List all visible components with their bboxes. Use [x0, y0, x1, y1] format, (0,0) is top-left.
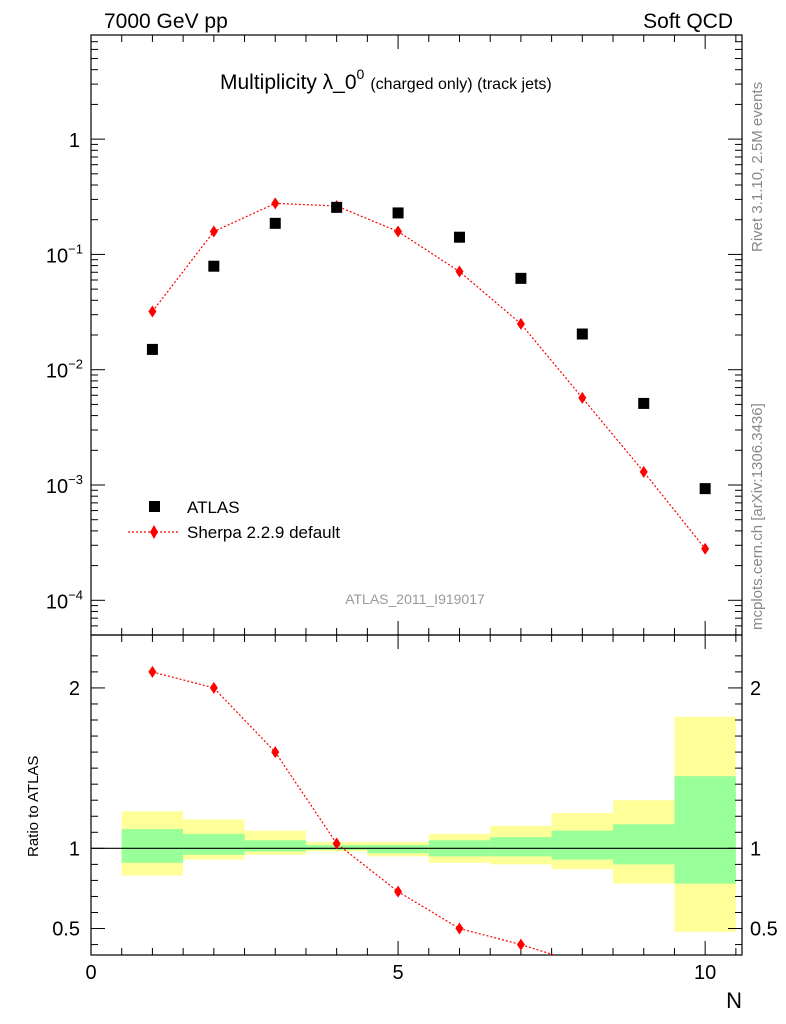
data-point	[269, 217, 281, 229]
x-tick-label: 0	[85, 962, 96, 984]
x-tick-label: 5	[393, 962, 404, 984]
y-tick-label: 10−4	[46, 587, 83, 613]
mc-point	[148, 305, 157, 318]
mc-ratio-line	[152, 671, 557, 955]
chart-title-main: Multiplicity λ_0	[220, 71, 357, 94]
ratio-y-tick-label-right: 1	[750, 838, 761, 860]
mc-ratio-point	[394, 885, 403, 898]
y-tick-label: 10−1	[46, 241, 83, 267]
x-axis-label: N	[726, 988, 742, 1013]
ratio-band-inner	[121, 829, 184, 863]
mc-point	[578, 391, 587, 404]
legend-data-marker	[149, 501, 160, 512]
ratio-band-inner	[244, 840, 306, 852]
mc-ratio-point	[271, 746, 280, 759]
ratio-band-inner	[613, 824, 675, 865]
mc-point	[455, 265, 464, 278]
ratio-axis-ticks	[90, 635, 742, 955]
rivet-label: Rivet 3.1.10, 2.5M events	[749, 82, 766, 252]
data-point	[146, 343, 158, 355]
chart-title: Multiplicity λ_00 (charged only) (track j…	[220, 66, 552, 94]
ratio-band-inner	[551, 830, 614, 860]
data-series-main	[146, 201, 711, 495]
ratio-band-inner	[490, 837, 552, 857]
mc-ratio-point	[209, 681, 218, 694]
mcplots-label: mcplots.cern.ch [arXiv:1306.3436]	[749, 403, 766, 630]
data-point	[638, 397, 650, 409]
header-right: Soft QCD	[643, 10, 733, 33]
data-point	[392, 207, 404, 219]
mc-point	[701, 542, 710, 555]
data-point	[515, 272, 527, 284]
ratio-y-tick-label-right: 0.5	[750, 919, 778, 941]
ratio-uncertainty-bands	[121, 716, 736, 932]
ratio-band-inner	[674, 776, 736, 884]
x-tick-label: 10	[694, 962, 716, 984]
mc-ratio-point	[332, 837, 341, 850]
data-point	[453, 231, 465, 243]
legend: ATLAS Sherpa 2.2.9 default	[128, 498, 340, 542]
ratio-panel-frame	[90, 634, 743, 956]
mc-ratio-point	[148, 665, 157, 678]
data-point	[208, 260, 220, 272]
chart-title-suffix: (charged only) (track jets)	[370, 76, 551, 93]
mc-ratio-point	[516, 938, 525, 951]
legend-mc-marker	[150, 525, 158, 539]
mc-point	[209, 225, 218, 238]
legend-data-label: ATLAS	[187, 498, 240, 517]
mc-point	[271, 197, 280, 210]
data-point	[331, 201, 343, 213]
data-point	[576, 328, 588, 340]
legend-mc-label: Sherpa 2.2.9 default	[187, 523, 340, 542]
chart-title-sup: 0	[357, 66, 365, 82]
ratio-y-axis-label: Ratio to ATLAS	[25, 756, 42, 857]
data-point	[699, 483, 711, 495]
ratio-y-tick-label: 0.5	[52, 919, 80, 941]
header-left: 7000 GeV pp	[104, 10, 228, 33]
analysis-watermark: ATLAS_2011_I919017	[345, 591, 485, 607]
mc-point	[516, 317, 525, 330]
ratio-band-inner	[367, 845, 429, 854]
ratio-y-tick-label: 2	[69, 678, 80, 700]
main-axis-ticks	[90, 34, 742, 636]
mc-line	[151, 202, 706, 550]
main-panel-frame	[90, 34, 743, 636]
ratio-y-tick-label-right: 2	[750, 678, 761, 700]
mc-ratio-point	[455, 922, 464, 935]
y-tick-label: 1	[69, 130, 80, 152]
ratio-y-tick-label: 1	[69, 838, 80, 860]
y-tick-label: 10−2	[46, 357, 83, 383]
ratio-band-inner	[183, 833, 245, 855]
mc-series-ratio	[148, 665, 557, 955]
y-tick-label: 10−3	[46, 472, 83, 498]
mc-point	[639, 465, 648, 478]
mc-point	[394, 225, 403, 238]
